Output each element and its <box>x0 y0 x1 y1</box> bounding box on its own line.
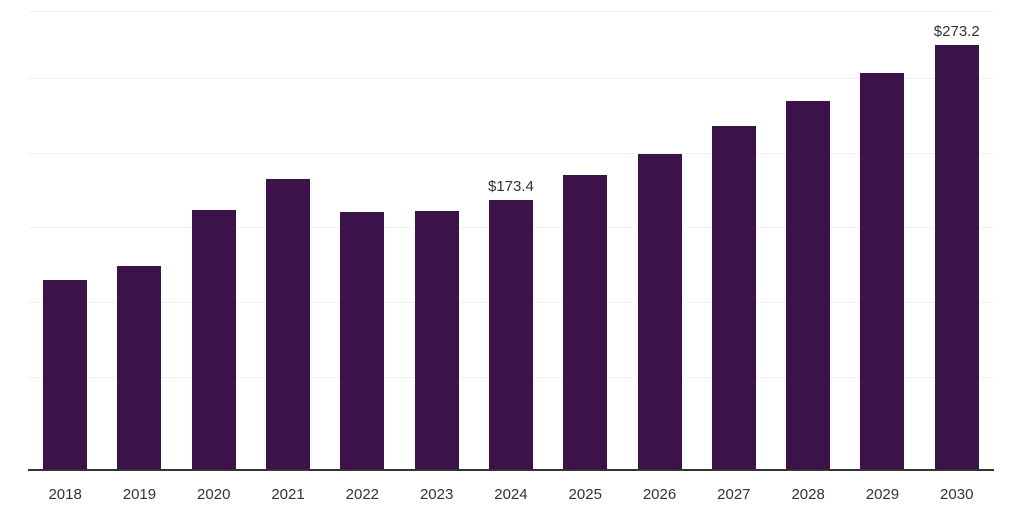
x-axis-line <box>28 469 994 471</box>
bar-2022[interactable] <box>340 212 385 470</box>
bar-2029[interactable] <box>860 72 905 470</box>
bar-2019[interactable] <box>117 266 162 470</box>
bar-2030[interactable] <box>934 44 979 470</box>
x-tick-2021: 2021 <box>271 486 305 503</box>
bar-slot-2020 <box>177 0 251 470</box>
x-tick-2018: 2018 <box>48 486 82 503</box>
bar-slot-2019 <box>102 0 176 470</box>
gridline <box>28 152 994 154</box>
bar-slot-2022 <box>325 0 399 470</box>
bar-2021[interactable] <box>266 179 311 470</box>
x-tick-2030: 2030 <box>940 486 974 503</box>
bar-slot-2018 <box>28 0 102 470</box>
bar-slot-2025 <box>548 0 622 470</box>
gridline <box>28 77 994 79</box>
x-tick-2029: 2029 <box>865 486 900 503</box>
bar-2023[interactable] <box>414 211 459 470</box>
bar-2027[interactable] <box>711 126 756 470</box>
x-tick-2025: 2025 <box>568 486 602 503</box>
bar-2024[interactable] <box>488 200 533 470</box>
bar-slot-2027 <box>697 0 771 470</box>
bar-slot-2026 <box>622 0 696 470</box>
bar-2018[interactable] <box>43 280 88 470</box>
x-axis-labels: 2018 2019 2020 2021 2022 2023 2024 2025 … <box>28 472 994 512</box>
bar-2028[interactable] <box>786 100 831 470</box>
x-tick-2019: 2019 <box>122 486 157 503</box>
gridline <box>28 10 994 12</box>
bar-slot-2024: $173.4 <box>474 0 548 470</box>
bar-label-2024: $173.4 <box>487 178 534 196</box>
x-tick-2023: 2023 <box>419 486 454 503</box>
x-tick-2027: 2027 <box>717 486 751 503</box>
x-tick-2024: 2024 <box>494 486 528 503</box>
bars-layer: $173.4 $273.2 <box>28 0 994 470</box>
x-tick-2028: 2028 <box>791 486 825 503</box>
bar-slot-2029 <box>845 0 919 470</box>
bar-label-2030: $273.2 <box>933 22 980 40</box>
x-tick-2026: 2026 <box>642 486 677 503</box>
bar-slot-2028 <box>771 0 845 470</box>
bar-2026[interactable] <box>637 153 682 470</box>
bar-slot-2030: $273.2 <box>920 0 994 470</box>
x-tick-2020: 2020 <box>197 486 231 503</box>
bar-slot-2021 <box>251 0 325 470</box>
bar-2025[interactable] <box>563 175 608 470</box>
x-tick-2022: 2022 <box>345 486 380 503</box>
bar-2020[interactable] <box>191 210 236 470</box>
bar-slot-2023 <box>400 0 474 470</box>
